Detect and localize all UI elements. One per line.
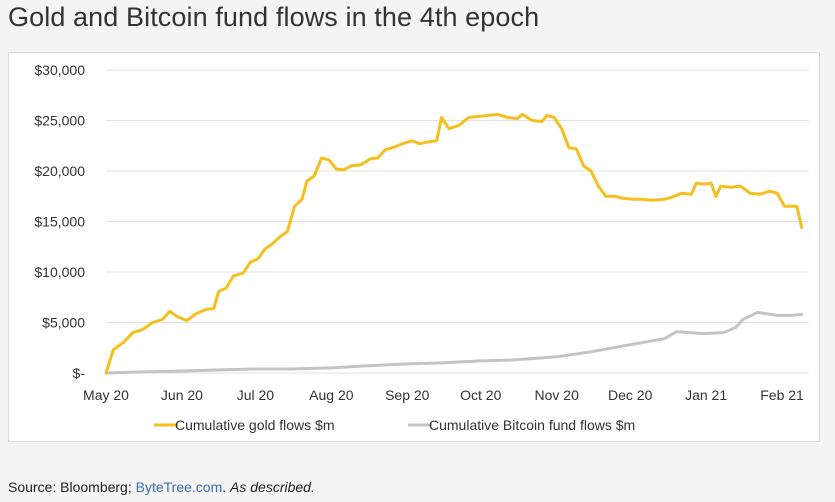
chart-title: Gold and Bitcoin fund flows in the 4th e… (8, 2, 540, 32)
source-note: Source: Bloomberg; ByteTree.com. As desc… (8, 479, 315, 495)
x-tick-label: Jul 20 (237, 387, 275, 403)
legend-bitcoin-label: Cumulative Bitcoin fund flows $m (429, 417, 635, 433)
bitcoin-flows-line (104, 310, 804, 375)
y-tick-label: $5,000 (42, 315, 85, 331)
series-lines (104, 112, 804, 375)
x-axis-ticks: May 20 Jun 20 Jul 20 Aug 20 Sep 20 Oct 20 Nov … (83, 387, 804, 403)
x-tick-label: Oct 20 (460, 387, 501, 403)
y-tick-label: $10,000 (34, 264, 85, 280)
x-tick-label: Nov 20 (535, 387, 580, 403)
x-tick-label: Sep 20 (385, 387, 430, 403)
y-tick-label: $15,000 (34, 214, 85, 230)
legend-gold-label: Cumulative gold flows $m (175, 417, 335, 433)
chart-legend: Cumulative gold flows $m Cumulative Bitco… (154, 417, 635, 433)
x-tick-label: Dec 20 (608, 387, 653, 403)
line-chart: $- $5,000 $10,000 $15,000 $20,000 $25,000 $30,… (34, 62, 809, 433)
source-prefix: Source: Bloomberg; (8, 479, 136, 495)
gold-flows-line (104, 112, 804, 375)
gridlines (106, 69, 809, 374)
y-tick-label: $30,000 (34, 62, 85, 78)
y-tick-label: $20,000 (34, 163, 85, 179)
source-period: . (222, 479, 227, 495)
x-tick-label: Aug 20 (309, 387, 354, 403)
chart-panel: $- $5,000 $10,000 $15,000 $20,000 $25,000 $30,… (8, 52, 820, 442)
x-tick-label: Feb 21 (760, 387, 804, 403)
x-tick-label: Jun 20 (161, 387, 203, 403)
x-tick-label: May 20 (83, 387, 129, 403)
y-tick-label: $25,000 (34, 113, 85, 129)
y-axis-ticks: $- $5,000 $10,000 $15,000 $20,000 $25,000 $30,… (34, 62, 85, 381)
source-suffix: As described. (230, 479, 315, 495)
y-tick-label: $- (73, 365, 86, 381)
x-tick-label: Jan 21 (685, 387, 727, 403)
source-link[interactable]: ByteTree.com (135, 479, 223, 495)
